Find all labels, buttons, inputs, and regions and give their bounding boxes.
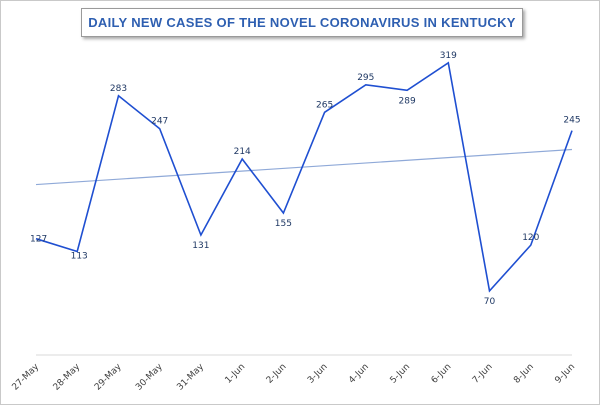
data-label: 70 [484, 297, 496, 307]
data-label: 245 [563, 116, 580, 126]
data-label: 247 [151, 117, 168, 127]
data-label: 295 [357, 73, 374, 83]
x-tick-label: 3-Jun [306, 362, 330, 386]
data-label: 319 [440, 51, 457, 61]
data-label: 214 [234, 147, 251, 157]
x-tick-label: 9-Jun [553, 362, 577, 386]
chart-title-box: DAILY NEW CASES OF THE NOVEL CORONAVIRUS… [81, 8, 523, 37]
data-label: 131 [192, 241, 209, 251]
data-label: 120 [522, 233, 539, 243]
x-tick-label: 5-Jun [389, 362, 413, 386]
x-tick-labels: 27-May 28-May 29-May 30-May 31-May 1-Jun 2-Jun… [10, 362, 577, 393]
x-tick-label: 1-Jun [224, 362, 248, 386]
chart-title: DAILY NEW CASES OF THE NOVEL CORONAVIRUS… [88, 15, 516, 30]
trendline [35, 148, 573, 186]
x-tick-label: 6-Jun [430, 362, 454, 386]
data-label: 283 [110, 84, 127, 94]
data-labels: 127 113 283 247 131 214 155 265 295 289 319 70 120 24… [30, 51, 581, 307]
data-label: 127 [30, 235, 47, 245]
data-label: 113 [71, 252, 88, 262]
x-tick-label: 30-May [134, 362, 165, 393]
x-tick-label: 29-May [93, 362, 124, 393]
x-tick-label: 4-Jun [347, 362, 371, 386]
data-label: 289 [399, 96, 416, 106]
x-tick-label: 27-May [10, 362, 41, 393]
data-label: 265 [316, 100, 333, 110]
series-line [35, 61, 573, 293]
x-tick-label: 28-May [52, 362, 83, 393]
x-tick-label: 31-May [175, 362, 206, 393]
data-label: 155 [275, 219, 292, 229]
x-tick-label: 8-Jun [512, 362, 536, 386]
x-tick-label: 2-Jun [265, 362, 289, 386]
x-tick-label: 7-Jun [471, 362, 495, 386]
